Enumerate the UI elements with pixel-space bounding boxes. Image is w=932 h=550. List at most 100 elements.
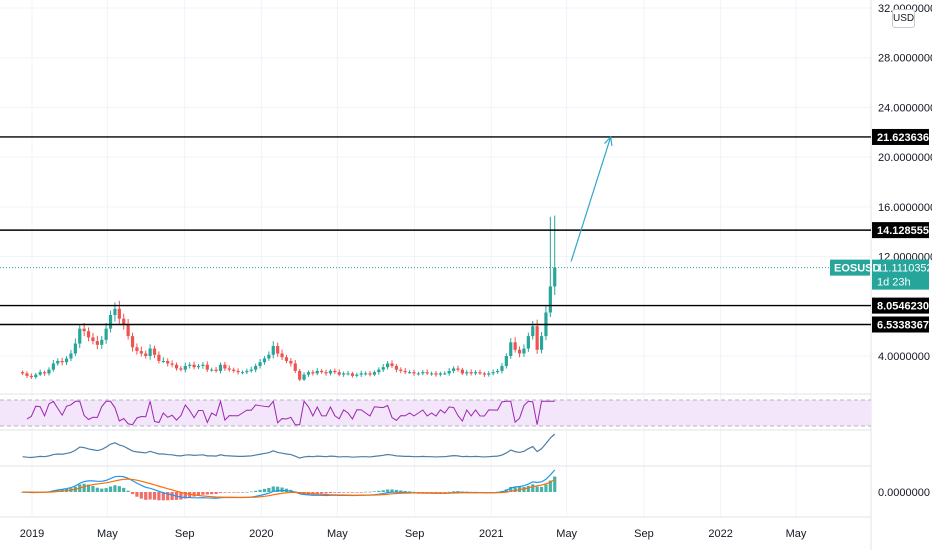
candle-body: [315, 370, 319, 374]
macd-histogram-bar: [227, 492, 231, 493]
currency-badge[interactable]: USD: [892, 9, 915, 28]
macd-histogram-bar: [443, 492, 447, 493]
candle-body: [364, 373, 368, 375]
signal-line: [22, 478, 556, 499]
candle-body: [249, 369, 253, 371]
macd-histogram-bar: [249, 491, 253, 493]
macd-histogram-bar: [522, 486, 526, 492]
candle-body: [408, 372, 412, 374]
macd-histogram-bar: [324, 492, 328, 494]
macd-histogram-bar: [451, 491, 456, 492]
macd-histogram-bar: [390, 489, 394, 492]
candle-body: [495, 370, 500, 373]
time-tick-label: Sep: [634, 528, 654, 540]
time-tick-label: Sep: [405, 528, 425, 540]
time-tick-label: 2022: [708, 528, 732, 540]
candle-body: [240, 372, 245, 374]
macd-histogram-bar: [130, 492, 135, 495]
candle-body: [267, 354, 271, 359]
candle-body: [342, 373, 346, 375]
candle-body: [113, 308, 117, 315]
macd-histogram-bar: [135, 492, 139, 497]
time-tick-label: May: [97, 528, 118, 540]
macd-histogram-bar: [548, 480, 552, 492]
candle-body: [51, 363, 55, 370]
time-tick-label: May: [556, 528, 577, 540]
candle-body: [205, 364, 209, 370]
price-tick-label: 28.0000000: [878, 53, 932, 65]
macd-histogram-bar: [425, 492, 429, 493]
candle-body: [487, 373, 491, 375]
macd-histogram-bar: [86, 484, 91, 492]
candle-body: [170, 363, 174, 365]
time-tick-label: 2019: [20, 528, 44, 540]
time-axis[interactable]: 2019 May Sep 2020 May Sep 2021 May Sep 2022 May: [20, 528, 807, 540]
macd-histogram-bar: [122, 487, 126, 492]
macd-histogram-bar: [267, 487, 271, 492]
macd-histogram-bar: [170, 492, 174, 501]
macd-histogram-bar: [232, 492, 236, 493]
candle-body: [271, 346, 275, 355]
price-axis[interactable]: 32.000000028.000000024.000000020.0000000…: [830, 3, 932, 363]
candle-body: [20, 372, 25, 374]
candle-body: [34, 374, 38, 378]
candle-body: [478, 372, 482, 374]
candle-body: [548, 286, 552, 313]
macd-histogram-bar: [183, 492, 187, 499]
candle-body: [535, 326, 539, 350]
level-price-label: 6.5338367: [877, 320, 929, 332]
candle-body: [451, 368, 456, 371]
candle-body: [188, 364, 192, 366]
macd-histogram-bar: [456, 491, 460, 492]
macd-histogram-bar: [333, 492, 337, 493]
candle-body: [284, 357, 289, 361]
candle-body: [372, 372, 377, 375]
macd-histogram-bar: [403, 490, 407, 492]
candle-body: [504, 356, 508, 366]
candle-body: [473, 372, 478, 374]
macd-histogram-bar: [192, 492, 196, 497]
macd-histogram-bar: [166, 492, 170, 501]
candle-body: [513, 342, 517, 350]
candle-body: [201, 364, 205, 366]
macd-histogram-bar: [386, 489, 390, 492]
macd-histogram-bar: [337, 492, 341, 493]
candle-body: [64, 358, 69, 363]
macd-histogram-bar: [394, 489, 399, 492]
candle-body: [460, 369, 464, 374]
macd-histogram-bar: [82, 483, 86, 492]
macd-histogram-bar: [157, 492, 161, 501]
macd-histogram-bar: [240, 492, 245, 493]
candle-body: [394, 365, 399, 370]
macd-histogram-bar: [553, 476, 557, 492]
macd-histogram-bar: [117, 486, 121, 492]
macd-histogram-bar: [539, 486, 544, 492]
projection-arrow-head: [604, 135, 613, 147]
candle-body: [227, 368, 231, 370]
candle-body: [73, 343, 77, 354]
macd-histogram-bar: [196, 492, 201, 496]
macd-histogram-bar: [254, 490, 258, 492]
projection-arrow[interactable]: [570, 135, 613, 262]
level-price-label: 14.1285551: [877, 225, 932, 237]
candle-body: [60, 360, 64, 363]
level-price-badge: [872, 297, 929, 314]
macd-histogram-bar: [408, 491, 412, 492]
macd-histogram-bar: [91, 485, 95, 492]
candle-body: [359, 373, 363, 375]
candle-body: [350, 373, 355, 376]
macd-histogram-bar: [381, 490, 385, 492]
candle-body: [386, 363, 390, 368]
macd-histogram-bar: [205, 492, 209, 495]
macd-histogram-bar: [113, 485, 117, 492]
chart-grid: [0, 0, 872, 550]
symbol-label: EOSUSD: [834, 263, 881, 275]
candle-body: [390, 363, 394, 366]
candle-body: [276, 346, 280, 354]
level-price-label: 8.0546230: [877, 301, 929, 313]
horizontal-levels[interactable]: [0, 136, 871, 326]
candle-body: [333, 370, 337, 373]
level-price-label: 21.6236369: [877, 132, 932, 144]
candle-body: [38, 372, 42, 375]
